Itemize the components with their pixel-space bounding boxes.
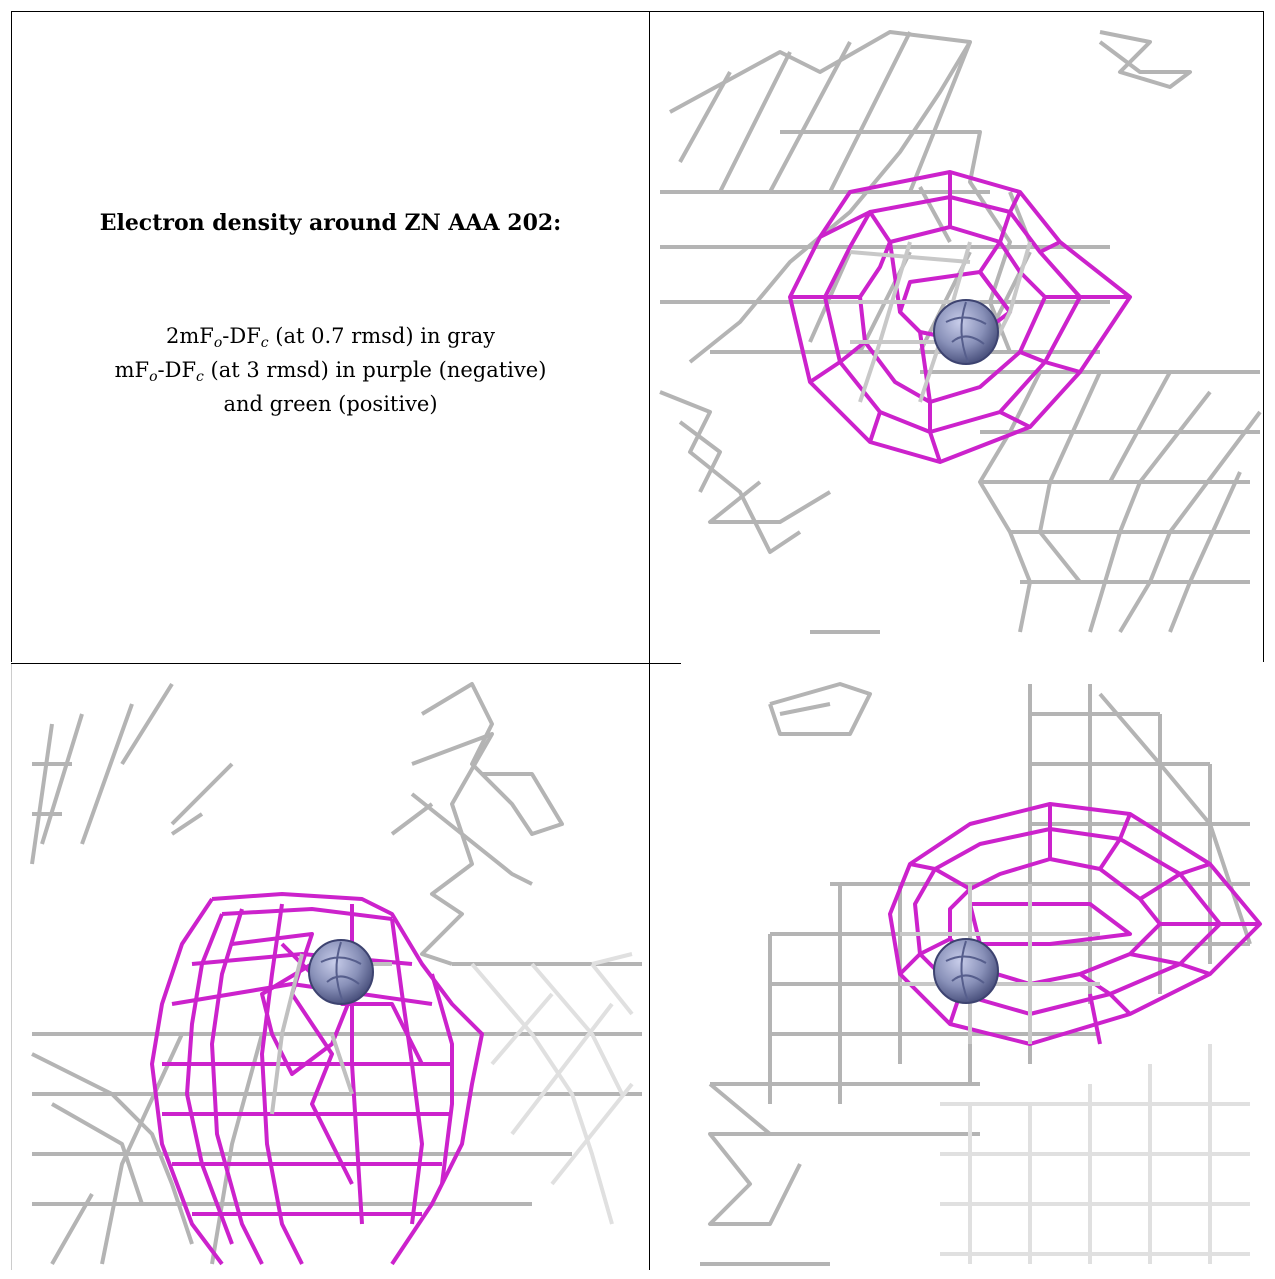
mesh-2fofc-gray-front bbox=[830, 241, 1032, 403]
mesh-2fofc-light bbox=[940, 1044, 1250, 1264]
density-view-2-canvas bbox=[30, 682, 642, 1266]
zinc-atom-3 bbox=[933, 938, 999, 1004]
density-view-1 bbox=[650, 12, 1263, 663]
mesh-fofc-negative-purple bbox=[888, 802, 1262, 1046]
border-right bbox=[1263, 11, 1264, 662]
density-view-3-canvas bbox=[700, 682, 1262, 1266]
caption-title: Electron density around ZN AAA 202: bbox=[99, 210, 562, 236]
zinc-atom-1 bbox=[933, 299, 999, 365]
caption: Electron density around ZN AAA 202: 2mFo… bbox=[12, 12, 649, 663]
border-bottom-left bbox=[11, 664, 12, 1270]
border-top bbox=[11, 11, 1264, 12]
caption-line-2fofc: 2mFo-DFc (at 0.7 rmsd) in gray bbox=[165, 324, 496, 351]
caption-line-positive: and green (positive) bbox=[223, 392, 438, 416]
density-view-3 bbox=[650, 664, 1263, 1270]
density-view-1-canvas bbox=[659, 30, 1262, 634]
zinc-atom-2 bbox=[308, 939, 374, 1005]
mesh-fofc-negative-purple bbox=[150, 892, 484, 1266]
caption-cell: Electron density around ZN AAA 202: 2mFo… bbox=[12, 12, 649, 663]
mesh-2fofc-light bbox=[470, 952, 634, 1225]
border-left bbox=[11, 11, 12, 662]
density-view-2 bbox=[12, 664, 649, 1270]
border-middle-vertical bbox=[649, 11, 650, 1270]
caption-line-fofc: mFo-DFc (at 3 rmsd) in purple (negative) bbox=[114, 358, 547, 385]
mesh-2fofc-gray-front bbox=[900, 884, 1100, 1044]
mesh-2fofc-gray bbox=[659, 30, 1262, 634]
border-middle-horizontal bbox=[11, 663, 681, 664]
